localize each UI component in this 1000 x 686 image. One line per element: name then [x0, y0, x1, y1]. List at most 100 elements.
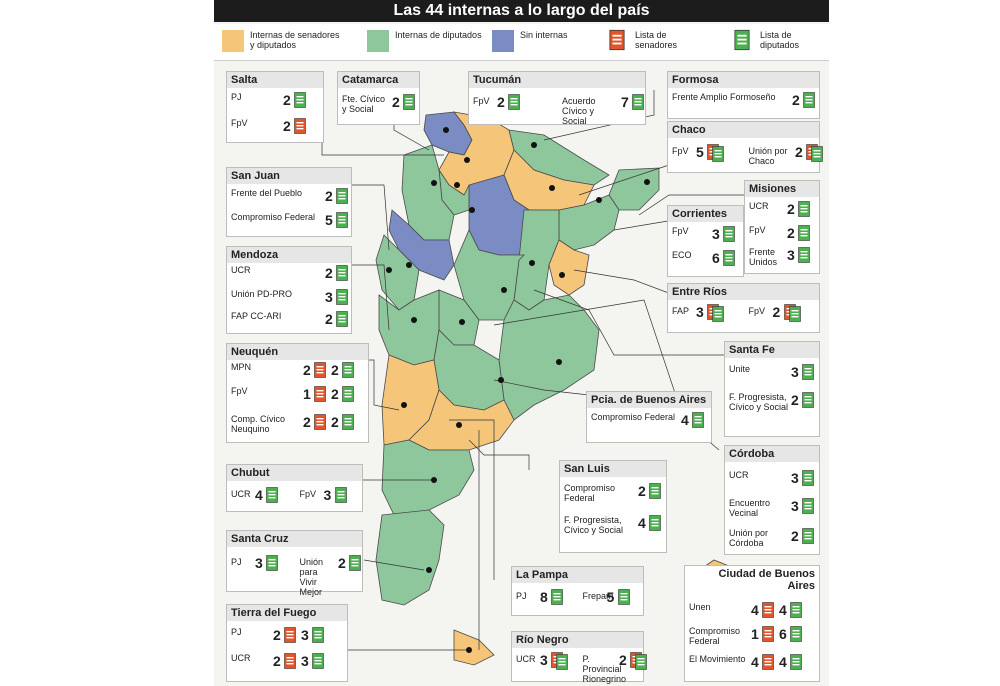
party-label: Unión por Chaco — [748, 146, 788, 166]
list-count: 5 — [696, 144, 704, 160]
party-label: FpV — [672, 146, 689, 156]
list-count: 2 — [792, 92, 800, 108]
infographic-frame: Las 44 internas a lo largo del país Inte… — [214, 0, 829, 686]
province-box-rionegro: Río Negro UCR 3 P. Provincial Rionegrino 2 — [511, 631, 647, 684]
deputies-list-icon — [632, 94, 644, 110]
deputies-list-icon — [802, 498, 814, 514]
party-label: P. Provincial Rionegrino — [582, 654, 627, 684]
province-box-formosa: Formosa Frente Amplio Formoseño 2 — [667, 71, 820, 119]
party-label: Frepam — [582, 591, 614, 601]
legend: Internas de senadores y diputados Interna… — [214, 24, 829, 61]
senate-list-icon — [314, 362, 326, 378]
deputies-list-icon — [798, 201, 810, 217]
province-name: Mendoza — [227, 247, 351, 263]
party-label: PJ — [231, 627, 242, 637]
senate-list-icon — [294, 118, 306, 134]
province-buenosaires — [498, 294, 600, 421]
senate-list-icon — [314, 414, 326, 430]
province-santacruz — [375, 509, 445, 606]
party-label: F. Progresista, Cívico y Social — [729, 392, 789, 412]
province-name: Ciudad de Buenos Aires — [685, 566, 819, 596]
senate-list-icon — [314, 386, 326, 402]
list-count: 2 — [331, 386, 339, 402]
party-label: Unión por Córdoba — [729, 528, 769, 548]
province-box-sanjuan: San Juan Frente del Pueblo 2 Compromiso Fed… — [226, 167, 352, 237]
party-label: Encuentro Vecinal — [729, 498, 771, 518]
list-count: 3 — [787, 247, 795, 263]
list-count: 2 — [772, 304, 781, 320]
province-box-lapampa: La Pampa PJ 8 Frepam 5 — [511, 566, 644, 616]
list-count: 3 — [325, 289, 333, 305]
legend-swatch — [492, 30, 514, 52]
province-name: Catamarca — [338, 72, 419, 88]
province-entrerios — [548, 239, 590, 296]
list-count: 5 — [606, 589, 615, 605]
list-count: 4 — [255, 487, 263, 503]
legend-swatch — [222, 30, 244, 52]
list-count: 3 — [712, 226, 720, 242]
deputies-list-icon — [556, 654, 568, 670]
deputies-list-icon — [551, 589, 563, 605]
party-label: UCR — [749, 201, 769, 211]
party-label: FpV — [299, 489, 317, 499]
list-count: 2 — [619, 652, 627, 668]
list-count: 4 — [638, 515, 646, 531]
list-count: 5 — [325, 212, 333, 228]
province-name: La Pampa — [512, 567, 643, 583]
list-count: 4 — [751, 654, 759, 670]
list-count: 4 — [751, 602, 759, 618]
province-box-mendoza: Mendoza UCR 2 Unión PD-PRO 3 FAP CC-ARI 2 — [226, 246, 352, 334]
party-label: F. Progresista, Cívico y Social — [564, 515, 624, 535]
list-count: 3 — [540, 652, 548, 668]
deputies-list-icon — [312, 627, 324, 643]
list-count: 2 — [791, 528, 799, 544]
province-name: Chubut — [227, 465, 362, 481]
province-catamarca — [401, 144, 455, 241]
deputies-list-icon — [712, 306, 724, 322]
party-label: Frente del Pueblo — [231, 188, 303, 198]
deputies-list-icon — [336, 188, 348, 204]
deputies-list-icon — [723, 226, 735, 242]
senate-list-icon — [609, 29, 625, 51]
list-count: 4 — [779, 654, 787, 670]
deputies-list-icon — [294, 92, 306, 108]
list-count: 2 — [325, 188, 333, 204]
party-label: UCR — [231, 489, 251, 499]
province-name: Chaco — [668, 122, 819, 138]
list-count: 2 — [392, 94, 400, 110]
list-count: 2 — [325, 311, 333, 327]
list-count: 4 — [681, 412, 689, 428]
party-label: Frente Amplio Formoseño — [672, 92, 776, 102]
list-count: 2 — [787, 225, 795, 241]
deputies-list-icon — [811, 146, 823, 162]
legend-swatch — [367, 30, 389, 52]
party-label: Comp. Cívico Neuquino — [231, 414, 286, 434]
list-count: 2 — [331, 362, 339, 378]
deputies-list-icon — [798, 225, 810, 241]
province-box-santafe: Santa Fe Unite 3 F. Progresista, Cívico y S… — [724, 341, 820, 437]
province-name: Tierra del Fuego — [227, 605, 347, 621]
list-count: 1 — [303, 386, 311, 402]
deputies-list-icon — [635, 654, 647, 670]
deputies-list-icon — [802, 528, 814, 544]
list-count: 7 — [621, 94, 629, 110]
province-name: Entre Ríos — [668, 284, 819, 300]
list-count: 3 — [255, 555, 263, 571]
list-count: 3 — [323, 487, 332, 503]
party-label: FpV — [231, 386, 248, 396]
legend-label: Lista de diputados — [760, 30, 800, 50]
deputies-list-icon — [649, 483, 661, 499]
list-count: 3 — [696, 304, 704, 320]
deputies-list-icon — [723, 250, 735, 266]
deputies-list-icon — [798, 247, 810, 263]
province-larioja — [388, 209, 455, 281]
list-count: 2 — [283, 118, 291, 134]
senate-list-icon — [284, 653, 296, 669]
deputies-list-icon — [266, 555, 278, 571]
deputies-list-icon — [712, 146, 724, 162]
list-count: 2 — [283, 92, 291, 108]
province-tierradelfuego — [453, 629, 495, 666]
party-label: Compromiso Federal — [591, 412, 676, 422]
list-count: 8 — [540, 589, 548, 605]
deputies-list-icon — [508, 94, 520, 110]
